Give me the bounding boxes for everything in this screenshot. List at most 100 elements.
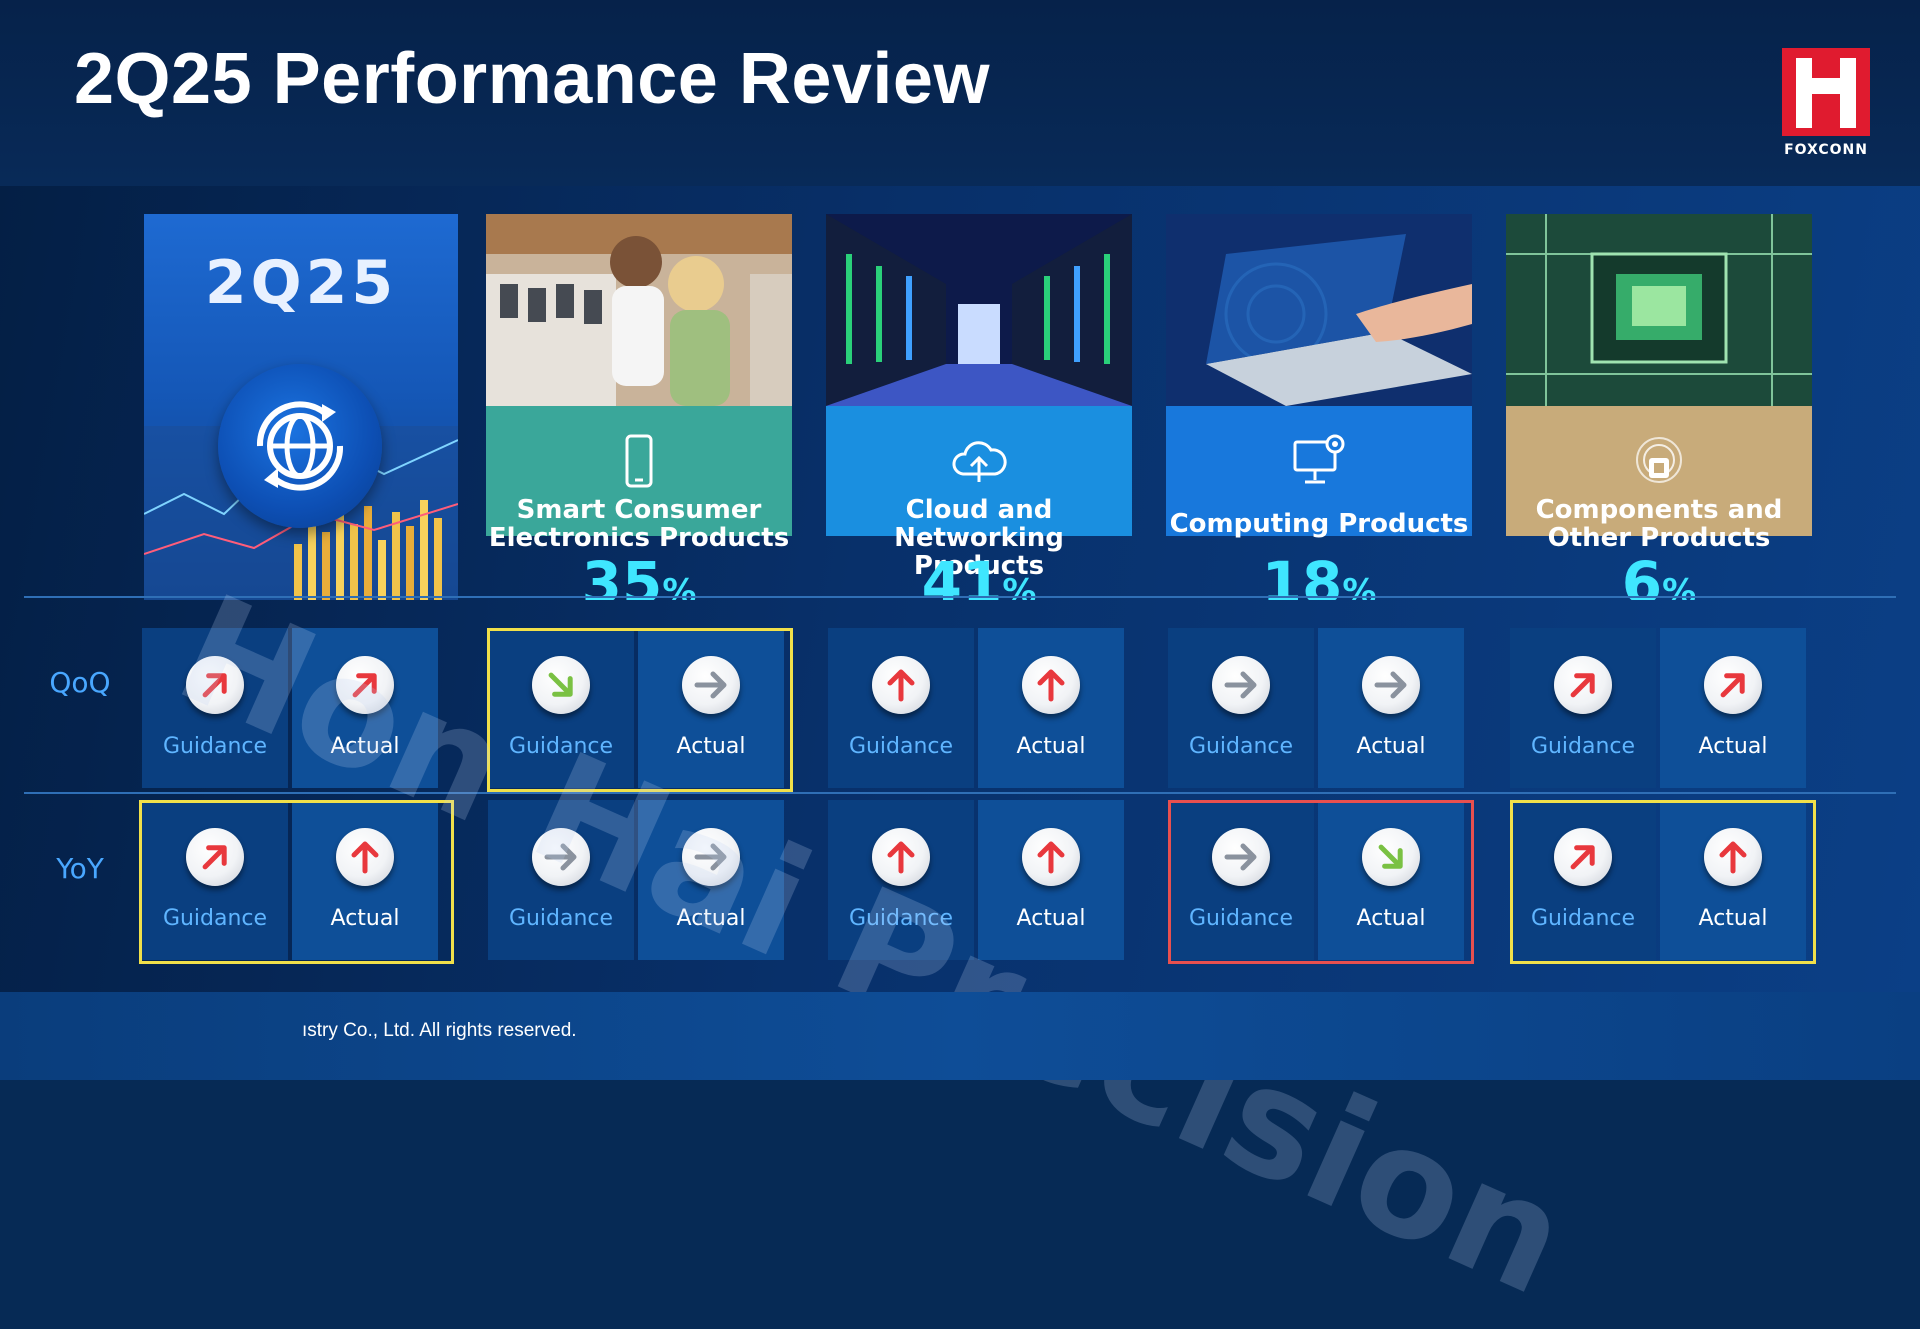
highlight-frame-qoq-smart-consumer <box>487 628 793 792</box>
yoy-guidance-cell: Guidance <box>488 800 634 960</box>
actual-label: Actual <box>1016 734 1086 759</box>
highlight-frame-yoy-computing <box>1168 800 1474 964</box>
qoq-actual-cell: Actual <box>1318 628 1464 788</box>
datacenter-photo <box>826 214 1132 406</box>
category-name-line1: Smart Consumer <box>516 495 762 525</box>
category-card-smart-consumer: Smart Consumer Electronics Products 35% <box>486 214 792 600</box>
qoq-actual-cell: Actual <box>1660 628 1806 788</box>
category-card-computing: Computing Products 18% <box>1166 214 1472 600</box>
highlight-frame-yoy-summary <box>139 800 454 964</box>
category-name-line1: Components and <box>1535 495 1783 525</box>
trend-down-right-icon <box>1362 828 1420 886</box>
summary-card: 2Q25 <box>144 214 458 600</box>
yoy-actual-cell: Actual <box>292 800 438 960</box>
guidance-label: Guidance <box>848 734 954 759</box>
yoy-actual-cell: Actual <box>638 800 784 960</box>
row-divider <box>24 792 1896 794</box>
smartphone-icon <box>625 434 653 488</box>
category-card-components: Components and Other Products 6% <box>1506 214 1812 600</box>
actual-label: Actual <box>330 734 400 759</box>
qoq-guidance-cell: Guidance <box>828 628 974 788</box>
qoq-guidance-cell: Guidance <box>488 628 634 788</box>
guidance-label: Guidance <box>1530 906 1636 931</box>
trend-up-right-icon <box>186 828 244 886</box>
guidance-label: Guidance <box>1188 906 1294 931</box>
circuit-board-photo <box>1506 214 1812 406</box>
foxconn-logo: FOXCONN <box>1782 48 1870 158</box>
trend-flat-icon <box>682 828 740 886</box>
category-name-line1: Cloud and <box>905 495 1053 525</box>
page-title: 2Q25 Performance Review <box>74 39 990 119</box>
trend-up-icon <box>336 828 394 886</box>
trend-up-icon <box>1704 828 1762 886</box>
trend-up-icon <box>872 828 930 886</box>
guidance-label: Guidance <box>162 734 268 759</box>
section-divider <box>24 596 1896 598</box>
guidance-label: Guidance <box>162 906 268 931</box>
trend-up-right-icon <box>1704 656 1762 714</box>
guidance-label: Guidance <box>1188 734 1294 759</box>
globe-refresh-icon <box>218 364 382 528</box>
trend-flat-icon <box>1212 656 1270 714</box>
yoy-row-label: YoY <box>56 852 104 885</box>
qoq-actual-cell: Actual <box>638 628 784 788</box>
highlight-frame-yoy-components <box>1510 800 1816 964</box>
trend-flat-icon <box>1212 828 1270 886</box>
actual-label: Actual <box>1698 906 1768 931</box>
trend-up-right-icon <box>336 656 394 714</box>
category-name-line2: Other Products <box>1547 523 1771 553</box>
shoppers-photo <box>486 214 792 406</box>
guidance-label: Guidance <box>508 906 614 931</box>
category-share: 18% <box>1261 549 1377 600</box>
actual-label: Actual <box>676 906 746 931</box>
yoy-guidance-cell: Guidance <box>1510 800 1656 960</box>
actual-label: Actual <box>1698 734 1768 759</box>
trend-up-icon <box>1022 828 1080 886</box>
category-share: 6% <box>1621 549 1697 600</box>
category-name-line1: Computing Products <box>1169 509 1469 539</box>
summary-period: 2Q25 <box>204 248 398 318</box>
trend-up-icon <box>872 656 930 714</box>
footer-bar: ıstry Co., Ltd. All rights reserved. <box>0 992 1920 1080</box>
logo-word: FOXCONN <box>1784 142 1868 158</box>
guidance-label: Guidance <box>848 906 954 931</box>
trend-flat-icon <box>682 656 740 714</box>
yoy-actual-cell: Actual <box>1660 800 1806 960</box>
category-share: 35% <box>581 549 697 600</box>
header-bar: 2Q25 Performance Review FOXCONN <box>0 0 1920 186</box>
qoq-guidance-cell: Guidance <box>1510 628 1656 788</box>
category-share: 41% <box>921 549 1037 600</box>
qoq-guidance-cell: Guidance <box>142 628 288 788</box>
trend-up-icon <box>1022 656 1080 714</box>
yoy-guidance-cell: Guidance <box>142 800 288 960</box>
laptop-photo <box>1166 214 1472 406</box>
guidance-label: Guidance <box>1530 734 1636 759</box>
copyright-text: ıstry Co., Ltd. All rights reserved. <box>302 1020 577 1041</box>
guidance-label: Guidance <box>508 734 614 759</box>
trend-down-right-icon <box>532 656 590 714</box>
trend-flat-icon <box>532 828 590 886</box>
qoq-row-label: QoQ <box>49 666 111 699</box>
actual-label: Actual <box>1356 906 1426 931</box>
yoy-guidance-cell: Guidance <box>828 800 974 960</box>
logo-mark-icon <box>1782 48 1870 136</box>
category-name-line2: Networking Products <box>894 523 1064 581</box>
trend-up-right-icon <box>1554 656 1612 714</box>
yoy-actual-cell: Actual <box>1318 800 1464 960</box>
chip-icon <box>1636 437 1682 483</box>
actual-label: Actual <box>330 906 400 931</box>
category-name-line2: Electronics Products <box>488 523 790 553</box>
actual-label: Actual <box>1356 734 1426 759</box>
qoq-actual-cell: Actual <box>292 628 438 788</box>
actual-label: Actual <box>1016 906 1086 931</box>
trend-up-right-icon <box>186 656 244 714</box>
city-chart-illustration <box>144 426 458 600</box>
trend-up-right-icon <box>1554 828 1612 886</box>
monitor-gear-icon <box>1293 434 1345 484</box>
category-card-cloud-networking: Cloud and Networking Products 41% <box>826 214 1132 600</box>
category-band <box>486 406 792 536</box>
yoy-actual-cell: Actual <box>978 800 1124 960</box>
qoq-guidance-cell: Guidance <box>1168 628 1314 788</box>
yoy-guidance-cell: Guidance <box>1168 800 1314 960</box>
qoq-actual-cell: Actual <box>978 628 1124 788</box>
